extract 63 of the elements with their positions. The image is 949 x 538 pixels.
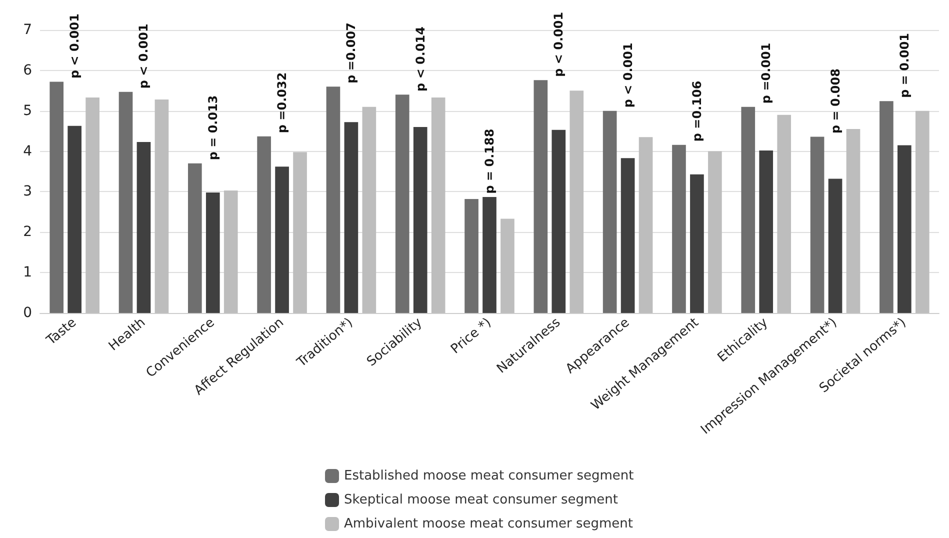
bar bbox=[777, 114, 792, 313]
bar bbox=[708, 151, 722, 313]
annotation: p < 0.001 bbox=[68, 14, 82, 79]
y-tick-label: 7 bbox=[23, 22, 32, 38]
bar bbox=[620, 158, 635, 313]
bar bbox=[362, 106, 376, 313]
legend-label: Skeptical moose meat consumer segment bbox=[344, 492, 618, 508]
bar bbox=[68, 126, 82, 313]
annotation: p = 0.001 bbox=[897, 32, 912, 98]
bar bbox=[257, 136, 271, 313]
bar bbox=[810, 136, 824, 313]
bar bbox=[464, 198, 478, 313]
legend-label: Ambivalent moose meat consumer segment bbox=[344, 516, 634, 532]
bar bbox=[395, 94, 410, 313]
bar bbox=[50, 82, 64, 313]
annotation: p = 0.008 bbox=[828, 68, 842, 134]
annotation: p < 0.001 bbox=[620, 42, 635, 108]
bar bbox=[898, 145, 912, 313]
annotation: p =0.032 bbox=[275, 72, 290, 134]
bar bbox=[206, 192, 220, 313]
y-tick-label: 3 bbox=[23, 184, 32, 200]
bar bbox=[326, 86, 340, 313]
bar bbox=[500, 218, 514, 313]
y-tick-label: 6 bbox=[23, 62, 32, 78]
annotation: p =0.001 bbox=[759, 42, 774, 104]
bar bbox=[293, 152, 307, 313]
bar bbox=[672, 144, 686, 313]
bar bbox=[638, 137, 653, 313]
bar bbox=[846, 129, 860, 313]
bar bbox=[482, 196, 496, 313]
bar bbox=[86, 98, 100, 313]
bar bbox=[880, 101, 894, 313]
bar bbox=[344, 122, 358, 313]
y-tick-label: 1 bbox=[23, 264, 32, 281]
bar bbox=[741, 106, 756, 313]
bar bbox=[534, 80, 548, 313]
bar bbox=[118, 92, 133, 313]
bar bbox=[759, 150, 774, 313]
bar bbox=[136, 142, 151, 313]
annotation: p = 0.013 bbox=[206, 95, 220, 160]
bar bbox=[915, 110, 930, 313]
legend-label: Established moose meat consumer segment bbox=[344, 468, 634, 484]
bar bbox=[413, 127, 428, 313]
annotation: p < 0.001 bbox=[136, 24, 151, 89]
annotation: p = 0.188 bbox=[482, 128, 496, 194]
y-tick-label: 4 bbox=[23, 143, 32, 160]
y-tick-label: 2 bbox=[23, 224, 32, 240]
annotation: p =0.007 bbox=[344, 22, 358, 84]
bar bbox=[275, 166, 289, 313]
annotation: p < 0.001 bbox=[552, 12, 566, 77]
y-tick-label: 0 bbox=[23, 305, 32, 321]
bar bbox=[552, 130, 566, 313]
bar bbox=[828, 178, 842, 313]
bar bbox=[431, 98, 446, 313]
bar bbox=[690, 174, 704, 313]
bar bbox=[188, 163, 202, 313]
bar bbox=[224, 190, 238, 313]
bar bbox=[602, 110, 617, 313]
y-tick-label: 5 bbox=[23, 102, 32, 119]
annotation: p < 0.014 bbox=[413, 26, 428, 92]
bar bbox=[570, 90, 584, 313]
bar bbox=[154, 100, 169, 313]
annotation: p =0.106 bbox=[690, 80, 704, 142]
